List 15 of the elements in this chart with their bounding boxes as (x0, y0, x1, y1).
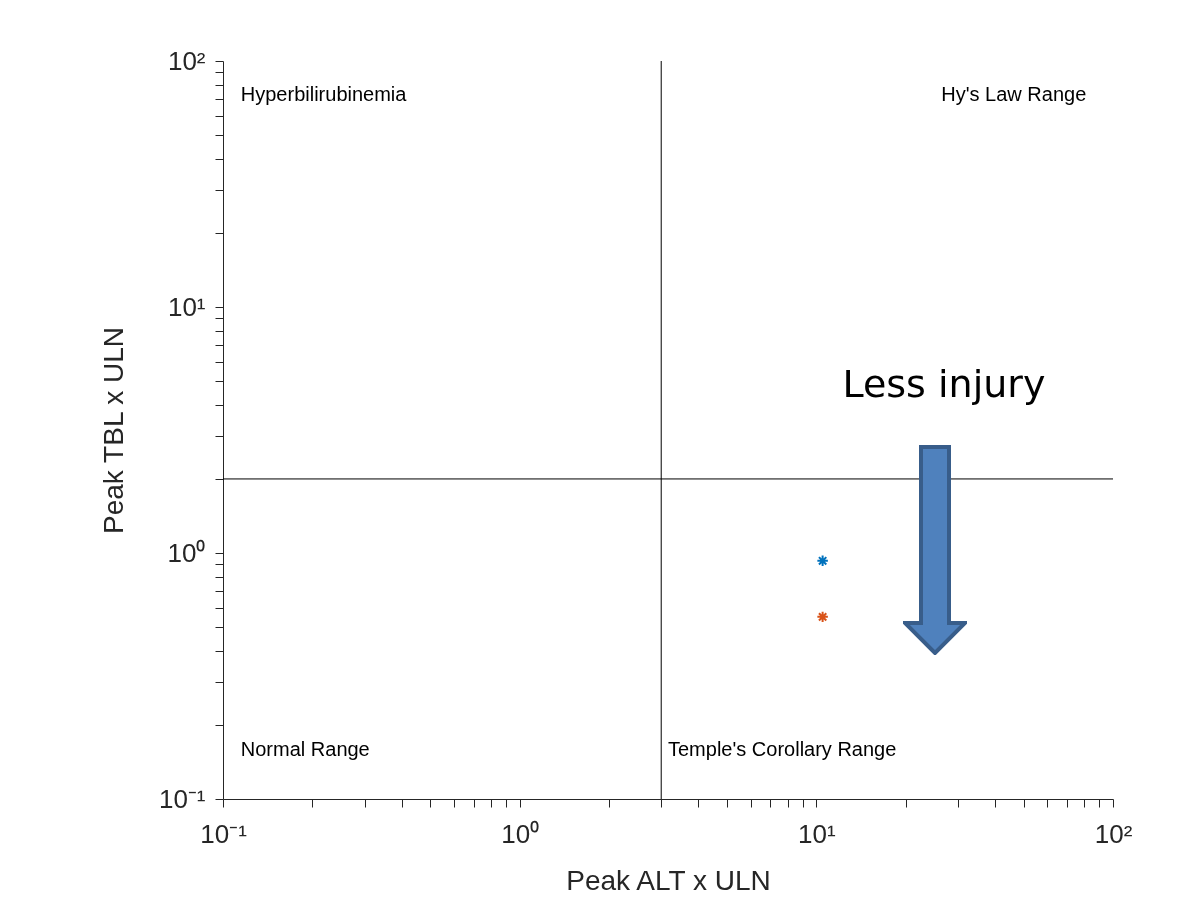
x-tick-label: 10¹ (798, 818, 836, 849)
annotation: Temple's Corollary Range (668, 737, 897, 760)
x-tick-label: 10⁻¹ (200, 818, 248, 849)
annotation: Less injury (842, 361, 1046, 406)
annotation: Hyperbilirubinemia (240, 82, 408, 105)
x-tick-label: 10² (1094, 818, 1133, 849)
y-tick-label: 10² (167, 45, 206, 76)
annotation: Normal Range (240, 737, 370, 760)
x-tick-label: 10⁰ (501, 818, 540, 849)
x-axis-title: Peak ALT x ULN (566, 864, 771, 896)
annotation: Hy's Law Range (941, 82, 1087, 105)
y-tick-label: 10¹ (167, 291, 206, 322)
y-tick-label: 10⁰ (167, 537, 206, 568)
y-tick-label: 10⁻¹ (158, 783, 206, 814)
y-axis-title: Peak TBL x ULN (97, 327, 129, 534)
